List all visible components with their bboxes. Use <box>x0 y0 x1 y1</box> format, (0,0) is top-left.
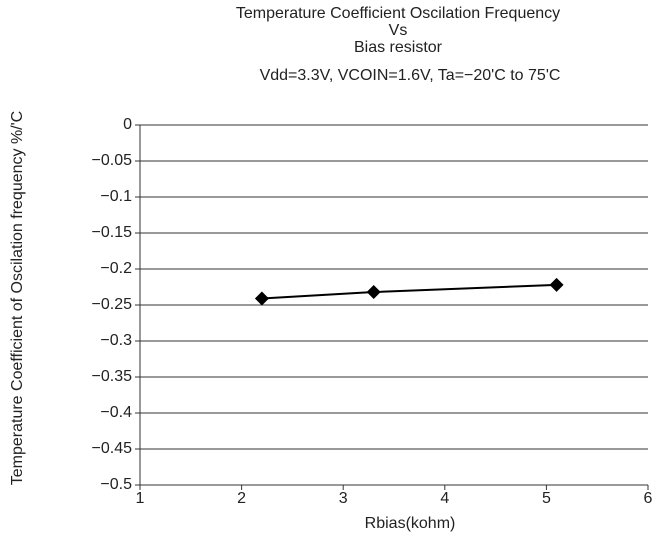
data-point <box>254 291 269 306</box>
y-tick-label: −0.5 <box>100 476 132 493</box>
x-tick-label: 2 <box>237 490 246 507</box>
series-line <box>261 283 557 300</box>
chart-subtitle: Vdd=3.3V, VCOIN=1.6V, Ta=−20'C to 75'C <box>260 67 561 84</box>
y-tick-label: −0.25 <box>92 296 133 313</box>
x-axis-label: Rbias(kohm) <box>365 515 456 532</box>
y-tick-label: −0.15 <box>92 224 133 241</box>
x-tick-label: 5 <box>542 490 551 507</box>
y-tick-label: −0.4 <box>100 404 132 421</box>
y-tick-label: −0.3 <box>100 332 132 349</box>
chart-title-line: Temperature Coefficient Oscilation Frequ… <box>236 5 560 22</box>
x-tick-label: 6 <box>644 490 653 507</box>
y-tick-label: −0.2 <box>100 260 132 277</box>
x-tick-label: 3 <box>339 490 348 507</box>
y-tick-label: −0.45 <box>92 440 133 457</box>
y-tick-label: −0.05 <box>92 152 133 169</box>
x-tick-label: 1 <box>136 490 145 507</box>
y-tick-label: −0.1 <box>100 188 132 205</box>
chart-title-line: Vs <box>389 22 408 39</box>
x-tick-label: 4 <box>440 490 449 507</box>
chart-title-line: Bias resistor <box>354 39 443 56</box>
data-point <box>549 277 564 292</box>
y-axis-label: Temperature Coefficient of Oscilation fr… <box>9 111 26 486</box>
data-point <box>366 285 381 300</box>
y-tick-label: 0 <box>123 116 132 133</box>
y-tick-label: −0.35 <box>92 368 133 385</box>
